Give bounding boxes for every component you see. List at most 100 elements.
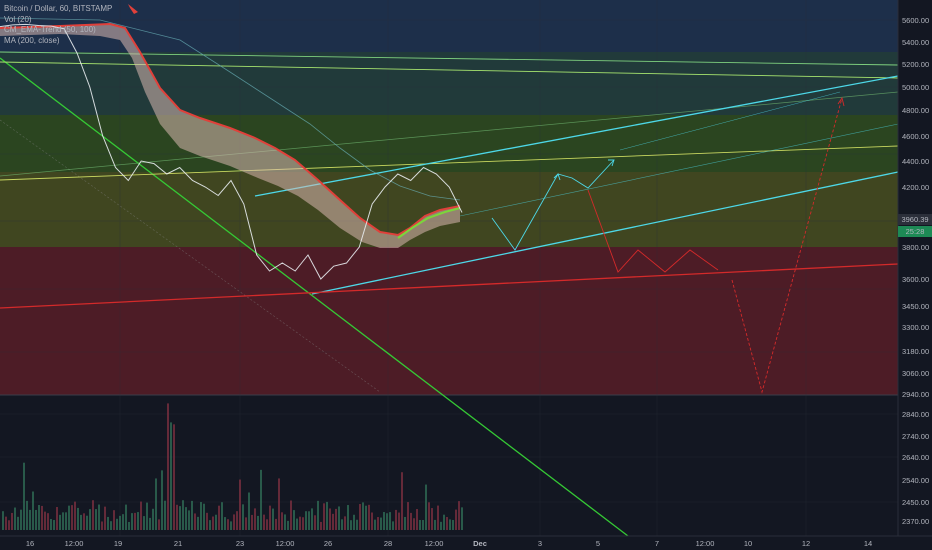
volume-bar	[2, 511, 4, 530]
volume-bar	[158, 519, 160, 530]
volume-bar	[14, 507, 16, 530]
volume-bar	[53, 520, 55, 530]
volume-bar	[80, 514, 82, 530]
volume-bar	[203, 503, 205, 530]
volume-bar	[233, 514, 235, 530]
volume-bar	[17, 516, 19, 530]
volume-bar	[320, 521, 322, 530]
red-support-line	[0, 263, 899, 309]
volume-bar	[212, 516, 214, 530]
y-tick-label: 2840.00	[902, 410, 929, 419]
volume-bar	[419, 519, 421, 530]
volume-bar	[128, 521, 130, 530]
y-tick-label: 3600.00	[902, 275, 929, 284]
volume-bar	[26, 500, 28, 530]
faint-cyan-arrow	[619, 91, 841, 151]
volume-bar	[95, 509, 97, 530]
volume-bar	[185, 507, 187, 530]
volume-bar	[374, 519, 376, 530]
cyan-projection	[491, 159, 615, 251]
volume-bar	[269, 505, 271, 530]
volume-bar	[257, 515, 259, 530]
trend-lines	[0, 51, 899, 537]
volume-bar	[440, 521, 442, 530]
volume-bar	[266, 519, 268, 530]
volume-bar	[428, 502, 430, 530]
y-tick-label: 4400.00	[902, 157, 929, 166]
y-tick-label: 4200.00	[902, 183, 929, 192]
volume-bar	[431, 508, 433, 530]
legend-symbol[interactable]: Bitcoin / Dollar, 60, BITSTAMP	[4, 4, 113, 13]
volume-bar	[413, 518, 415, 530]
volume-bar	[29, 509, 31, 530]
x-tick-label: 12:00	[696, 539, 715, 548]
volume-bar	[35, 509, 37, 530]
cyan-faint-channel	[459, 123, 899, 217]
volume-bar	[101, 521, 103, 530]
y-tick-label: 3800.00	[902, 243, 929, 252]
volume-bar	[149, 517, 151, 530]
legend-volume[interactable]: Vol (20)	[4, 14, 32, 24]
y-tick-label: 5600.00	[902, 16, 929, 25]
volume-bar	[422, 520, 424, 530]
volume-bar	[443, 514, 445, 530]
volume-bar	[107, 516, 109, 530]
volume-bar	[275, 518, 277, 530]
volume-bar	[407, 502, 409, 530]
y-tick-label: 5200.00	[902, 60, 929, 69]
volume-bar	[251, 514, 253, 530]
volume-bar	[416, 509, 418, 530]
volume-bar	[98, 504, 100, 530]
volume-bar	[386, 513, 388, 530]
y-tick-label: 4600.00	[902, 132, 929, 141]
y-tick-label: 2740.00	[902, 432, 929, 441]
volume-bar	[278, 478, 280, 530]
ema-green-line	[397, 207, 461, 239]
green-upper-line-1	[0, 51, 899, 66]
volume-bar	[143, 516, 145, 530]
volume-bar	[284, 514, 286, 530]
y-tick-label: 2640.00	[902, 453, 929, 462]
drawing-marker[interactable]	[128, 4, 138, 14]
volume-bar	[458, 501, 460, 530]
volume-bar	[461, 507, 463, 530]
volume-bar	[47, 513, 49, 530]
volume-bar	[224, 517, 226, 530]
volume-bar	[11, 512, 13, 530]
volume-bar	[152, 508, 154, 530]
green-upper-line-2	[0, 61, 899, 79]
volume-bar	[44, 511, 46, 530]
x-tick-label: 28	[384, 539, 392, 548]
volume-bar	[134, 512, 136, 530]
volume-bar	[317, 500, 319, 530]
y-tick-label: 3060.00	[902, 369, 929, 378]
x-tick-label: 5	[596, 539, 600, 548]
volume-bar	[170, 422, 172, 530]
volume-bar	[365, 505, 367, 530]
legend-ma[interactable]: MA (200, close)	[4, 35, 60, 45]
y-tick-label: 2540.00	[902, 476, 929, 485]
volume-bar	[110, 521, 112, 530]
volume-bar	[377, 517, 379, 530]
volume-bar	[314, 515, 316, 530]
y-tick-label: 3180.00	[902, 347, 929, 356]
cyan-arrowhead-1	[553, 173, 561, 181]
volume-bar	[209, 520, 211, 530]
volume-bar	[188, 510, 190, 530]
volume-bar	[392, 521, 394, 530]
volume-bar	[350, 520, 352, 530]
volume-bar	[236, 511, 238, 530]
volume-bar	[77, 507, 79, 530]
volume-bar	[218, 505, 220, 530]
volume-bar	[434, 519, 436, 530]
legend-ema-trend[interactable]: CM_EMA-Trend (50, 100)	[4, 25, 96, 34]
volume-bar	[68, 505, 70, 530]
volume-bar	[332, 513, 334, 530]
volume-bar	[446, 517, 448, 530]
price-line	[0, 23, 463, 280]
volume-bar	[356, 519, 358, 530]
red-projection	[587, 189, 719, 273]
x-tick-label: 12:00	[65, 539, 84, 548]
yellow-line-2	[0, 91, 899, 177]
